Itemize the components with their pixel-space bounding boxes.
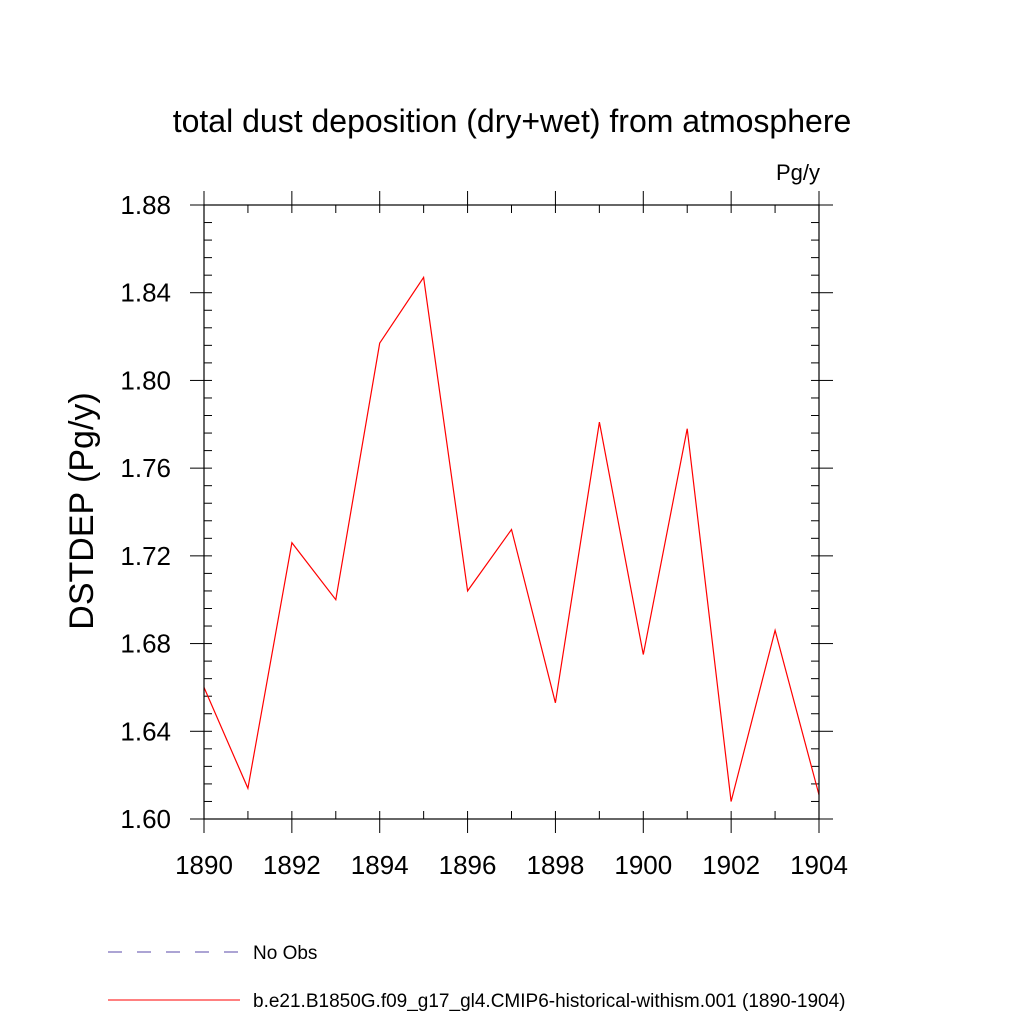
y-tick-label: 1.76 bbox=[120, 453, 171, 483]
x-tick-label: 1896 bbox=[439, 850, 497, 880]
y-tick-label: 1.84 bbox=[120, 278, 171, 308]
series-layer bbox=[203, 275, 820, 802]
x-tick-label: 1894 bbox=[351, 850, 409, 880]
x-tick-label: 1904 bbox=[790, 850, 848, 880]
y-axis-label: DSTDEP (Pg/y) bbox=[63, 392, 101, 629]
major-ticks bbox=[190, 191, 833, 833]
x-tick-label: 1890 bbox=[175, 850, 233, 880]
minor-ticks bbox=[203, 204, 820, 820]
x-tick-label: 1902 bbox=[702, 850, 760, 880]
series-line bbox=[203, 275, 820, 802]
units-label: Pg/y bbox=[776, 160, 820, 185]
y-tick-label: 1.80 bbox=[120, 365, 171, 395]
x-tick-label: 1900 bbox=[614, 850, 672, 880]
y-tick-label: 1.72 bbox=[120, 541, 171, 571]
legend: No Obs b.e21.B1850G.f09_g17_gl4.CMIP6-his… bbox=[108, 943, 846, 1012]
y-tick-label: 1.64 bbox=[120, 716, 171, 746]
y-tick-label: 1.60 bbox=[120, 804, 171, 834]
legend-label: No Obs bbox=[253, 943, 317, 964]
y-tick-label: 1.68 bbox=[120, 629, 171, 659]
y-tick-labels: 1.60 1.64 1.68 1.72 1.76 1.80 1.84 1.88 bbox=[120, 190, 171, 834]
x-tick-label: 1892 bbox=[263, 850, 321, 880]
legend-label: b.e21.B1850G.f09_g17_gl4.CMIP6-historica… bbox=[253, 991, 846, 1012]
plot-frame bbox=[203, 204, 820, 820]
y-tick-label: 1.88 bbox=[120, 190, 171, 220]
x-tick-label: 1898 bbox=[527, 850, 585, 880]
chart-title: total dust deposition (dry+wet) from atm… bbox=[173, 103, 852, 139]
x-tick-labels: 1890 1892 1894 1896 1898 1900 1902 1904 bbox=[175, 850, 848, 880]
